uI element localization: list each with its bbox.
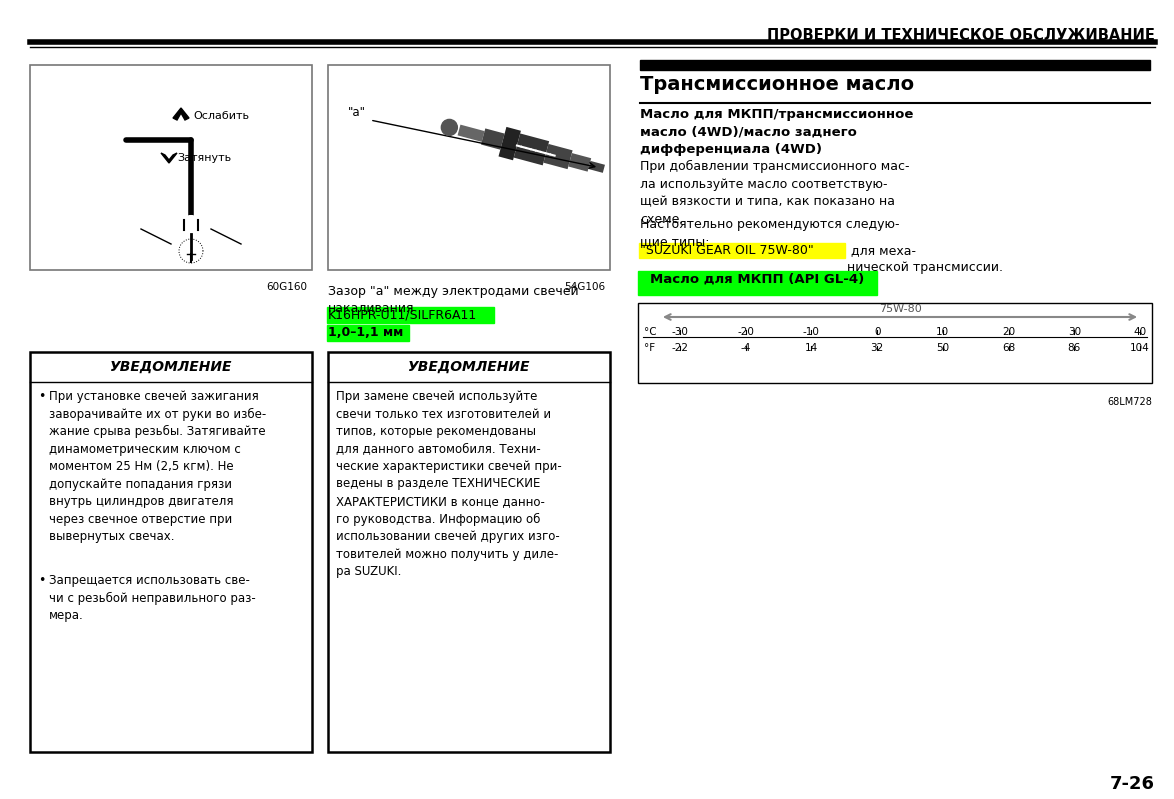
Text: 40: 40 — [1133, 327, 1147, 337]
Bar — [637, 303, 1152, 383]
Bar — [31, 65, 312, 270]
Ellipse shape — [184, 226, 198, 234]
Text: Масло для МКПП (API GL-4): Масло для МКПП (API GL-4) — [650, 273, 864, 286]
Text: 68: 68 — [1001, 343, 1016, 353]
Text: °C: °C — [645, 327, 656, 337]
Bar — [328, 352, 610, 752]
Bar — [640, 60, 1151, 70]
Text: 1,0–1,1 мм: 1,0–1,1 мм — [328, 326, 403, 339]
Polygon shape — [161, 153, 177, 163]
Text: -20: -20 — [737, 327, 754, 337]
Bar — [328, 65, 610, 270]
Text: -30: -30 — [672, 327, 688, 337]
Ellipse shape — [184, 216, 198, 224]
Text: 68LM728: 68LM728 — [1107, 397, 1152, 407]
Text: 86: 86 — [1067, 343, 1081, 353]
Text: -22: -22 — [672, 343, 688, 353]
Text: -4: -4 — [741, 343, 751, 353]
Text: При установке свечей зажигания
заворачивайте их от руки во избе-
жание срыва рез: При установке свечей зажигания заворачив… — [49, 390, 266, 543]
Text: ПРОВЕРКИ И ТЕХНИЧЕСКОЕ ОБСЛУЖИВАНИЕ: ПРОВЕРКИ И ТЕХНИЧЕСКОЕ ОБСЛУЖИВАНИЕ — [767, 28, 1155, 43]
Text: "a": "a" — [348, 106, 366, 120]
Text: 20: 20 — [1001, 327, 1016, 337]
Ellipse shape — [441, 119, 458, 135]
Text: •: • — [38, 390, 46, 403]
Text: 54G106: 54G106 — [564, 282, 605, 292]
Text: Зазор "а" между электродами свечей
накаливания: Зазор "а" между электродами свечей накал… — [328, 285, 579, 316]
Text: Трансмиссионное масло: Трансмиссионное масло — [640, 75, 915, 94]
Text: Запрещается использовать све-
чи с резьбой неправильного раз-
мера.: Запрещается использовать све- чи с резьб… — [49, 574, 256, 622]
Polygon shape — [173, 108, 189, 120]
Text: 60G160: 60G160 — [266, 282, 306, 292]
Text: При замене свечей используйте
свечи только тех изготовителей и
типов, которые ре: При замене свечей используйте свечи толь… — [336, 390, 561, 578]
Bar — [328, 325, 409, 341]
Text: K16HPR-U11/SILFR6A11: K16HPR-U11/SILFR6A11 — [328, 308, 478, 321]
Text: Масло для МКПП/трансмиссионное
масло (4WD)/масло заднего
дифференциала (4WD): Масло для МКПП/трансмиссионное масло (4W… — [640, 108, 913, 156]
Text: "SUZUKI GEAR OIL 75W-80": "SUZUKI GEAR OIL 75W-80" — [640, 244, 814, 257]
Text: -10: -10 — [803, 327, 819, 337]
Text: 104: 104 — [1131, 343, 1149, 353]
Text: •: • — [38, 574, 46, 587]
Text: °F: °F — [645, 343, 655, 353]
Text: 7-26: 7-26 — [1109, 775, 1155, 793]
Text: 32: 32 — [870, 343, 884, 353]
Text: 0: 0 — [873, 327, 880, 337]
Text: 30: 30 — [1067, 327, 1081, 337]
Text: для меха-
нической трансмиссии.: для меха- нической трансмиссии. — [846, 244, 1003, 275]
Bar — [328, 307, 494, 323]
Text: 75W-80: 75W-80 — [878, 304, 922, 314]
Text: 14: 14 — [805, 343, 818, 353]
Text: 50: 50 — [937, 343, 950, 353]
Text: Ослабить: Ослабить — [193, 111, 249, 121]
Bar — [637, 271, 877, 295]
Text: Затянуть: Затянуть — [177, 153, 231, 163]
Text: УВЕДОМЛЕНИЕ: УВЕДОМЛЕНИЕ — [109, 360, 232, 374]
Bar — [639, 243, 845, 258]
Text: При добавлении трансмиссионного мас-
ла используйте масло соответствую-
щей вязк: При добавлении трансмиссионного мас- ла … — [640, 160, 910, 225]
Text: УВЕДОМЛЕНИЕ: УВЕДОМЛЕНИЕ — [407, 360, 531, 374]
Text: 10: 10 — [937, 327, 950, 337]
Text: Настоятельно рекомендуются следую-
щие типы:: Настоятельно рекомендуются следую- щие т… — [640, 218, 899, 248]
Bar — [31, 352, 312, 752]
